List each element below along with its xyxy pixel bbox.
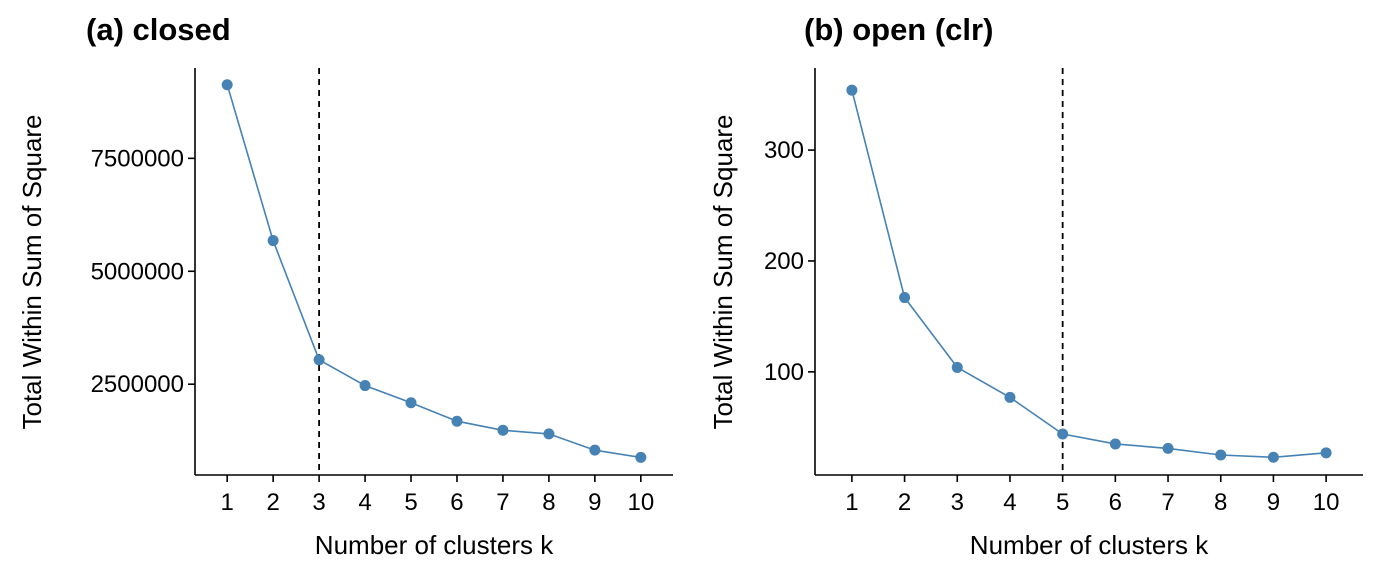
data-point <box>1004 391 1016 403</box>
data-point <box>951 361 963 373</box>
panel-title: (a) closed <box>86 12 231 47</box>
series-line <box>226 84 641 459</box>
y-axis-title: Total Within Sum of Square <box>17 114 47 429</box>
data-point <box>1320 447 1332 459</box>
y-tick-label: 300 <box>764 137 804 164</box>
data-point <box>846 84 858 96</box>
panel-open-clr: (b) open (clr) Total Within Sum of Squar… <box>708 12 1363 560</box>
x-tick-label: 3 <box>951 489 964 516</box>
data-point <box>589 444 601 456</box>
data-point <box>635 451 647 463</box>
x-tick-label: 3 <box>312 489 325 516</box>
data-point <box>1267 451 1279 463</box>
data-point <box>899 292 911 304</box>
x-tick-label: 6 <box>1109 489 1122 516</box>
data-point <box>1057 428 1069 440</box>
x-axis-title: Number of clusters k <box>315 530 554 560</box>
data-point <box>543 428 555 440</box>
y-axis-title: Total Within Sum of Square <box>708 114 738 429</box>
x-tick-label: 8 <box>1214 489 1227 516</box>
data-point <box>221 79 233 91</box>
plot-area: 2500000 5000000 7500000 1 2 3 4 5 6 7 8 9 10 <box>91 68 673 516</box>
y-tick-label: 5000000 <box>91 258 184 285</box>
y-tick-label: 100 <box>764 359 804 386</box>
panel-closed: (a) closed Total Within Sum of Square Nu… <box>17 12 673 560</box>
x-tick-label: 4 <box>1003 489 1016 516</box>
x-tick-label: 8 <box>542 489 555 516</box>
data-point <box>451 415 463 427</box>
x-tick-label: 2 <box>898 489 911 516</box>
x-tick-label: 1 <box>845 489 858 516</box>
data-point <box>1109 438 1121 450</box>
x-tick-label: 4 <box>358 489 371 516</box>
series-line <box>851 90 1327 459</box>
data-point <box>1162 442 1174 454</box>
x-tick-label: 10 <box>627 489 654 516</box>
x-tick-label: 7 <box>1161 489 1174 516</box>
y-tick-label: 2500000 <box>91 371 184 398</box>
x-tick-label: 5 <box>1056 489 1069 516</box>
data-point <box>405 397 417 409</box>
y-tick-label: 200 <box>764 248 804 275</box>
x-tick-label: 10 <box>1313 489 1340 516</box>
x-tick-label: 9 <box>1267 489 1280 516</box>
data-point <box>267 235 279 247</box>
x-tick-label: 9 <box>588 489 601 516</box>
panel-title: (b) open (clr) <box>804 12 993 47</box>
x-tick-label: 1 <box>220 489 233 516</box>
data-point <box>359 380 371 392</box>
x-tick-label: 5 <box>404 489 417 516</box>
x-tick-label: 2 <box>266 489 279 516</box>
data-point <box>313 354 325 366</box>
x-axis-title: Number of clusters k <box>970 530 1209 560</box>
data-point <box>497 424 509 436</box>
x-tick-label: 6 <box>450 489 463 516</box>
x-tick-label: 7 <box>496 489 509 516</box>
data-point <box>1215 449 1227 461</box>
y-tick-label: 7500000 <box>91 145 184 172</box>
plot-area: 100 200 300 1 2 3 4 5 6 7 8 9 10 <box>764 68 1363 516</box>
